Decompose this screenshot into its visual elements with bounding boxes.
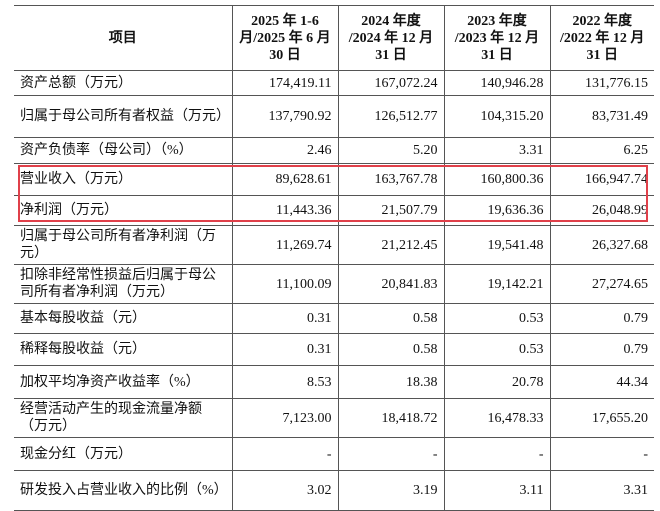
table-row: 研发投入占营业收入的比例（%） 3.02 3.19 3.11 3.31 — [14, 470, 654, 511]
value-cell: 21,507.79 — [337, 195, 445, 226]
value-cell: 20.78 — [443, 365, 551, 399]
value-cell: 174,419.11 — [231, 70, 339, 96]
value-cell: 0.53 — [443, 333, 551, 366]
value-cell: 19,541.48 — [443, 225, 551, 265]
value-cell: 44.34 — [549, 365, 654, 399]
table-body: 资产总额（万元） 174,419.11 167,072.24 140,946.28 13… — [14, 70, 654, 511]
row-label: 加权平均净资产收益率（%） — [14, 365, 233, 399]
value-cell: 137,790.92 — [231, 95, 339, 138]
value-cell: 126,512.77 — [337, 95, 445, 138]
value-cell: 11,269.74 — [231, 225, 339, 265]
row-label: 资产负债率（母公司）（%） — [14, 137, 233, 164]
value-cell: 19,636.36 — [443, 195, 551, 226]
value-cell: 8.53 — [231, 365, 339, 399]
row-label: 现金分红（万元） — [14, 437, 233, 471]
value-cell: 0.79 — [549, 333, 654, 366]
value-cell: 160,800.36 — [443, 163, 551, 196]
table-row: 经营活动产生的现金流量净额（万元） 7,123.00 18,418.72 16,478… — [14, 398, 654, 438]
row-label: 净利润（万元） — [14, 195, 233, 226]
row-label: 稀释每股收益（元） — [14, 333, 233, 366]
table-row: 基本每股收益（元） 0.31 0.58 0.53 0.79 — [14, 303, 654, 334]
table-row: 资产负债率（母公司）（%） 2.46 5.20 3.31 6.25 — [14, 137, 654, 164]
row-label: 资产总额（万元） — [14, 70, 233, 96]
table-row: 归属于母公司所有者净利润（万元） 11,269.74 21,212.45 19,541… — [14, 225, 654, 265]
value-cell: 83,731.49 — [549, 95, 654, 138]
value-cell: 21,212.45 — [337, 225, 445, 265]
value-cell: 2.46 — [231, 137, 339, 164]
header-cell: 项目 — [14, 5, 233, 71]
header-cell: 2023 年度 /2023 年 12 月 31 日 — [443, 5, 551, 71]
row-label: 归属于母公司所有者权益（万元） — [14, 95, 233, 138]
value-cell: - — [549, 437, 654, 471]
value-cell: 5.20 — [337, 137, 445, 164]
value-cell: 3.02 — [231, 470, 339, 511]
value-cell: 0.79 — [549, 303, 654, 334]
value-cell: 3.19 — [337, 470, 445, 511]
value-cell: 0.31 — [231, 333, 339, 366]
header-cell: 2022 年度 /2022 年 12 月 31 日 — [549, 5, 654, 71]
value-cell: 131,776.15 — [549, 70, 654, 96]
row-label: 营业收入（万元） — [14, 163, 233, 196]
value-cell: 20,841.83 — [337, 264, 445, 304]
value-cell: - — [443, 437, 551, 471]
header-cell: 2024 年度 /2024 年 12 月 31 日 — [337, 5, 445, 71]
value-cell: 104,315.20 — [443, 95, 551, 138]
row-label: 扣除非经常性损益后归属于母公司所有者净利润（万元） — [14, 264, 233, 304]
value-cell: 89,628.61 — [231, 163, 339, 196]
header-cell: 2025 年 1-6 月/2025 年 6 月 30 日 — [231, 5, 339, 71]
table-row: 扣除非经常性损益后归属于母公司所有者净利润（万元） 11,100.09 20,841… — [14, 264, 654, 304]
value-cell: 0.31 — [231, 303, 339, 334]
value-cell: 19,142.21 — [443, 264, 551, 304]
value-cell: - — [337, 437, 445, 471]
value-cell: 7,123.00 — [231, 398, 339, 438]
value-cell: 27,274.65 — [549, 264, 654, 304]
row-label: 研发投入占营业收入的比例（%） — [14, 470, 233, 511]
table-row: 营业收入（万元） 89,628.61 163,767.78 160,800.36 166… — [14, 163, 654, 196]
value-cell: 166,947.74 — [549, 163, 654, 196]
value-cell: 0.58 — [337, 303, 445, 334]
value-cell: - — [231, 437, 339, 471]
value-cell: 0.58 — [337, 333, 445, 366]
table-row: 加权平均净资产收益率（%） 8.53 18.38 20.78 44.34 — [14, 365, 654, 399]
value-cell: 3.11 — [443, 470, 551, 511]
value-cell: 11,443.36 — [231, 195, 339, 226]
table-row: 归属于母公司所有者权益（万元） 137,790.92 126,512.77 104,3… — [14, 95, 654, 138]
table-row: 稀释每股收益（元） 0.31 0.58 0.53 0.79 — [14, 333, 654, 366]
table-row: 资产总额（万元） 174,419.11 167,072.24 140,946.28 13… — [14, 70, 654, 96]
value-cell: 17,655.20 — [549, 398, 654, 438]
table-header: 项目 2025 年 1-6 月/2025 年 6 月 30 日 2024 年度 /2… — [14, 5, 654, 71]
value-cell: 26,048.99 — [549, 195, 654, 226]
value-cell: 0.53 — [443, 303, 551, 334]
value-cell: 16,478.33 — [443, 398, 551, 438]
table-row: 现金分红（万元） - - - - — [14, 437, 654, 471]
value-cell: 167,072.24 — [337, 70, 445, 96]
financial-table: 项目 2025 年 1-6 月/2025 年 6 月 30 日 2024 年度 /2… — [14, 5, 654, 511]
row-label: 经营活动产生的现金流量净额（万元） — [14, 398, 233, 438]
value-cell: 3.31 — [443, 137, 551, 164]
table-row: 净利润（万元） 11,443.36 21,507.79 19,636.36 26,048… — [14, 195, 654, 226]
value-cell: 3.31 — [549, 470, 654, 511]
row-label: 基本每股收益（元） — [14, 303, 233, 334]
value-cell: 18,418.72 — [337, 398, 445, 438]
header-row: 项目 2025 年 1-6 月/2025 年 6 月 30 日 2024 年度 /2… — [14, 5, 654, 71]
value-cell: 6.25 — [549, 137, 654, 164]
value-cell: 163,767.78 — [337, 163, 445, 196]
value-cell: 26,327.68 — [549, 225, 654, 265]
value-cell: 11,100.09 — [231, 264, 339, 304]
row-label: 归属于母公司所有者净利润（万元） — [14, 225, 233, 265]
value-cell: 18.38 — [337, 365, 445, 399]
value-cell: 140,946.28 — [443, 70, 551, 96]
